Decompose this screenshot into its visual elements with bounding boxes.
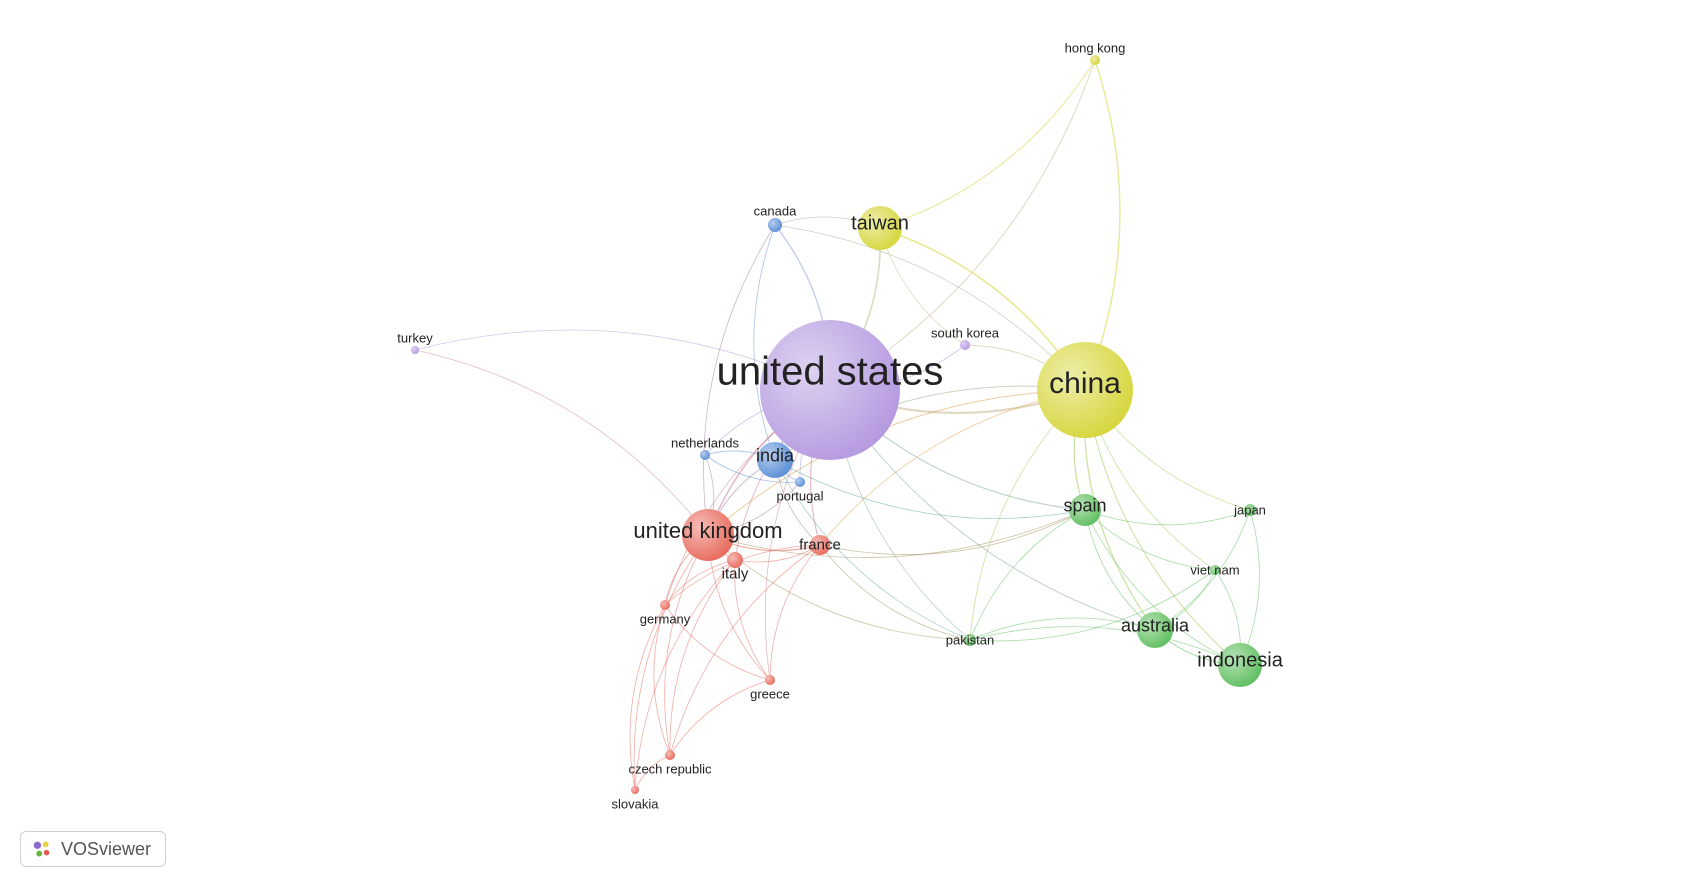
node-italy[interactable] (727, 552, 743, 568)
node-viet_nam[interactable] (1210, 565, 1220, 575)
vosviewer-icon (31, 838, 53, 860)
node-germany[interactable] (660, 600, 670, 610)
node-netherlands[interactable] (700, 450, 710, 460)
edge (654, 605, 670, 755)
edge (665, 605, 770, 680)
edge (1085, 60, 1120, 390)
node-india[interactable] (757, 442, 793, 478)
edge (820, 545, 970, 640)
edge (630, 605, 665, 790)
node-indonesia[interactable] (1218, 643, 1262, 687)
node-turkey[interactable] (411, 346, 419, 354)
edge (970, 570, 1215, 641)
node-slovakia[interactable] (631, 786, 639, 794)
edge (1085, 510, 1155, 630)
vosviewer-label: VOSviewer (61, 839, 151, 860)
edge (1240, 510, 1259, 665)
network-canvas (0, 0, 1695, 887)
node-spain[interactable] (1069, 494, 1101, 526)
vosviewer-brand: VOSviewer (20, 831, 166, 867)
node-united_kingdom[interactable] (682, 509, 734, 561)
edge (775, 460, 1085, 519)
node-australia[interactable] (1137, 612, 1173, 648)
node-japan[interactable] (1244, 504, 1256, 516)
edge (1155, 510, 1250, 630)
node-taiwan[interactable] (858, 206, 902, 250)
node-portugal[interactable] (795, 477, 805, 487)
node-canada[interactable] (768, 218, 782, 232)
node-czech_republic[interactable] (665, 750, 675, 760)
node-pakistan[interactable] (964, 634, 976, 646)
node-south_korea[interactable] (960, 340, 970, 350)
edge (770, 545, 820, 680)
node-china[interactable] (1037, 342, 1133, 438)
edge (635, 560, 735, 790)
node-hong_kong[interactable] (1090, 55, 1100, 65)
edge (775, 460, 970, 640)
edge (880, 60, 1095, 228)
edge (970, 627, 1240, 665)
node-greece[interactable] (765, 675, 775, 685)
edge (415, 350, 708, 535)
node-united_states[interactable] (760, 320, 900, 460)
edge (670, 680, 770, 755)
nodes (411, 55, 1262, 794)
node-france[interactable] (810, 535, 830, 555)
edge (1085, 510, 1250, 525)
edge (970, 510, 1085, 640)
edge (635, 755, 670, 790)
